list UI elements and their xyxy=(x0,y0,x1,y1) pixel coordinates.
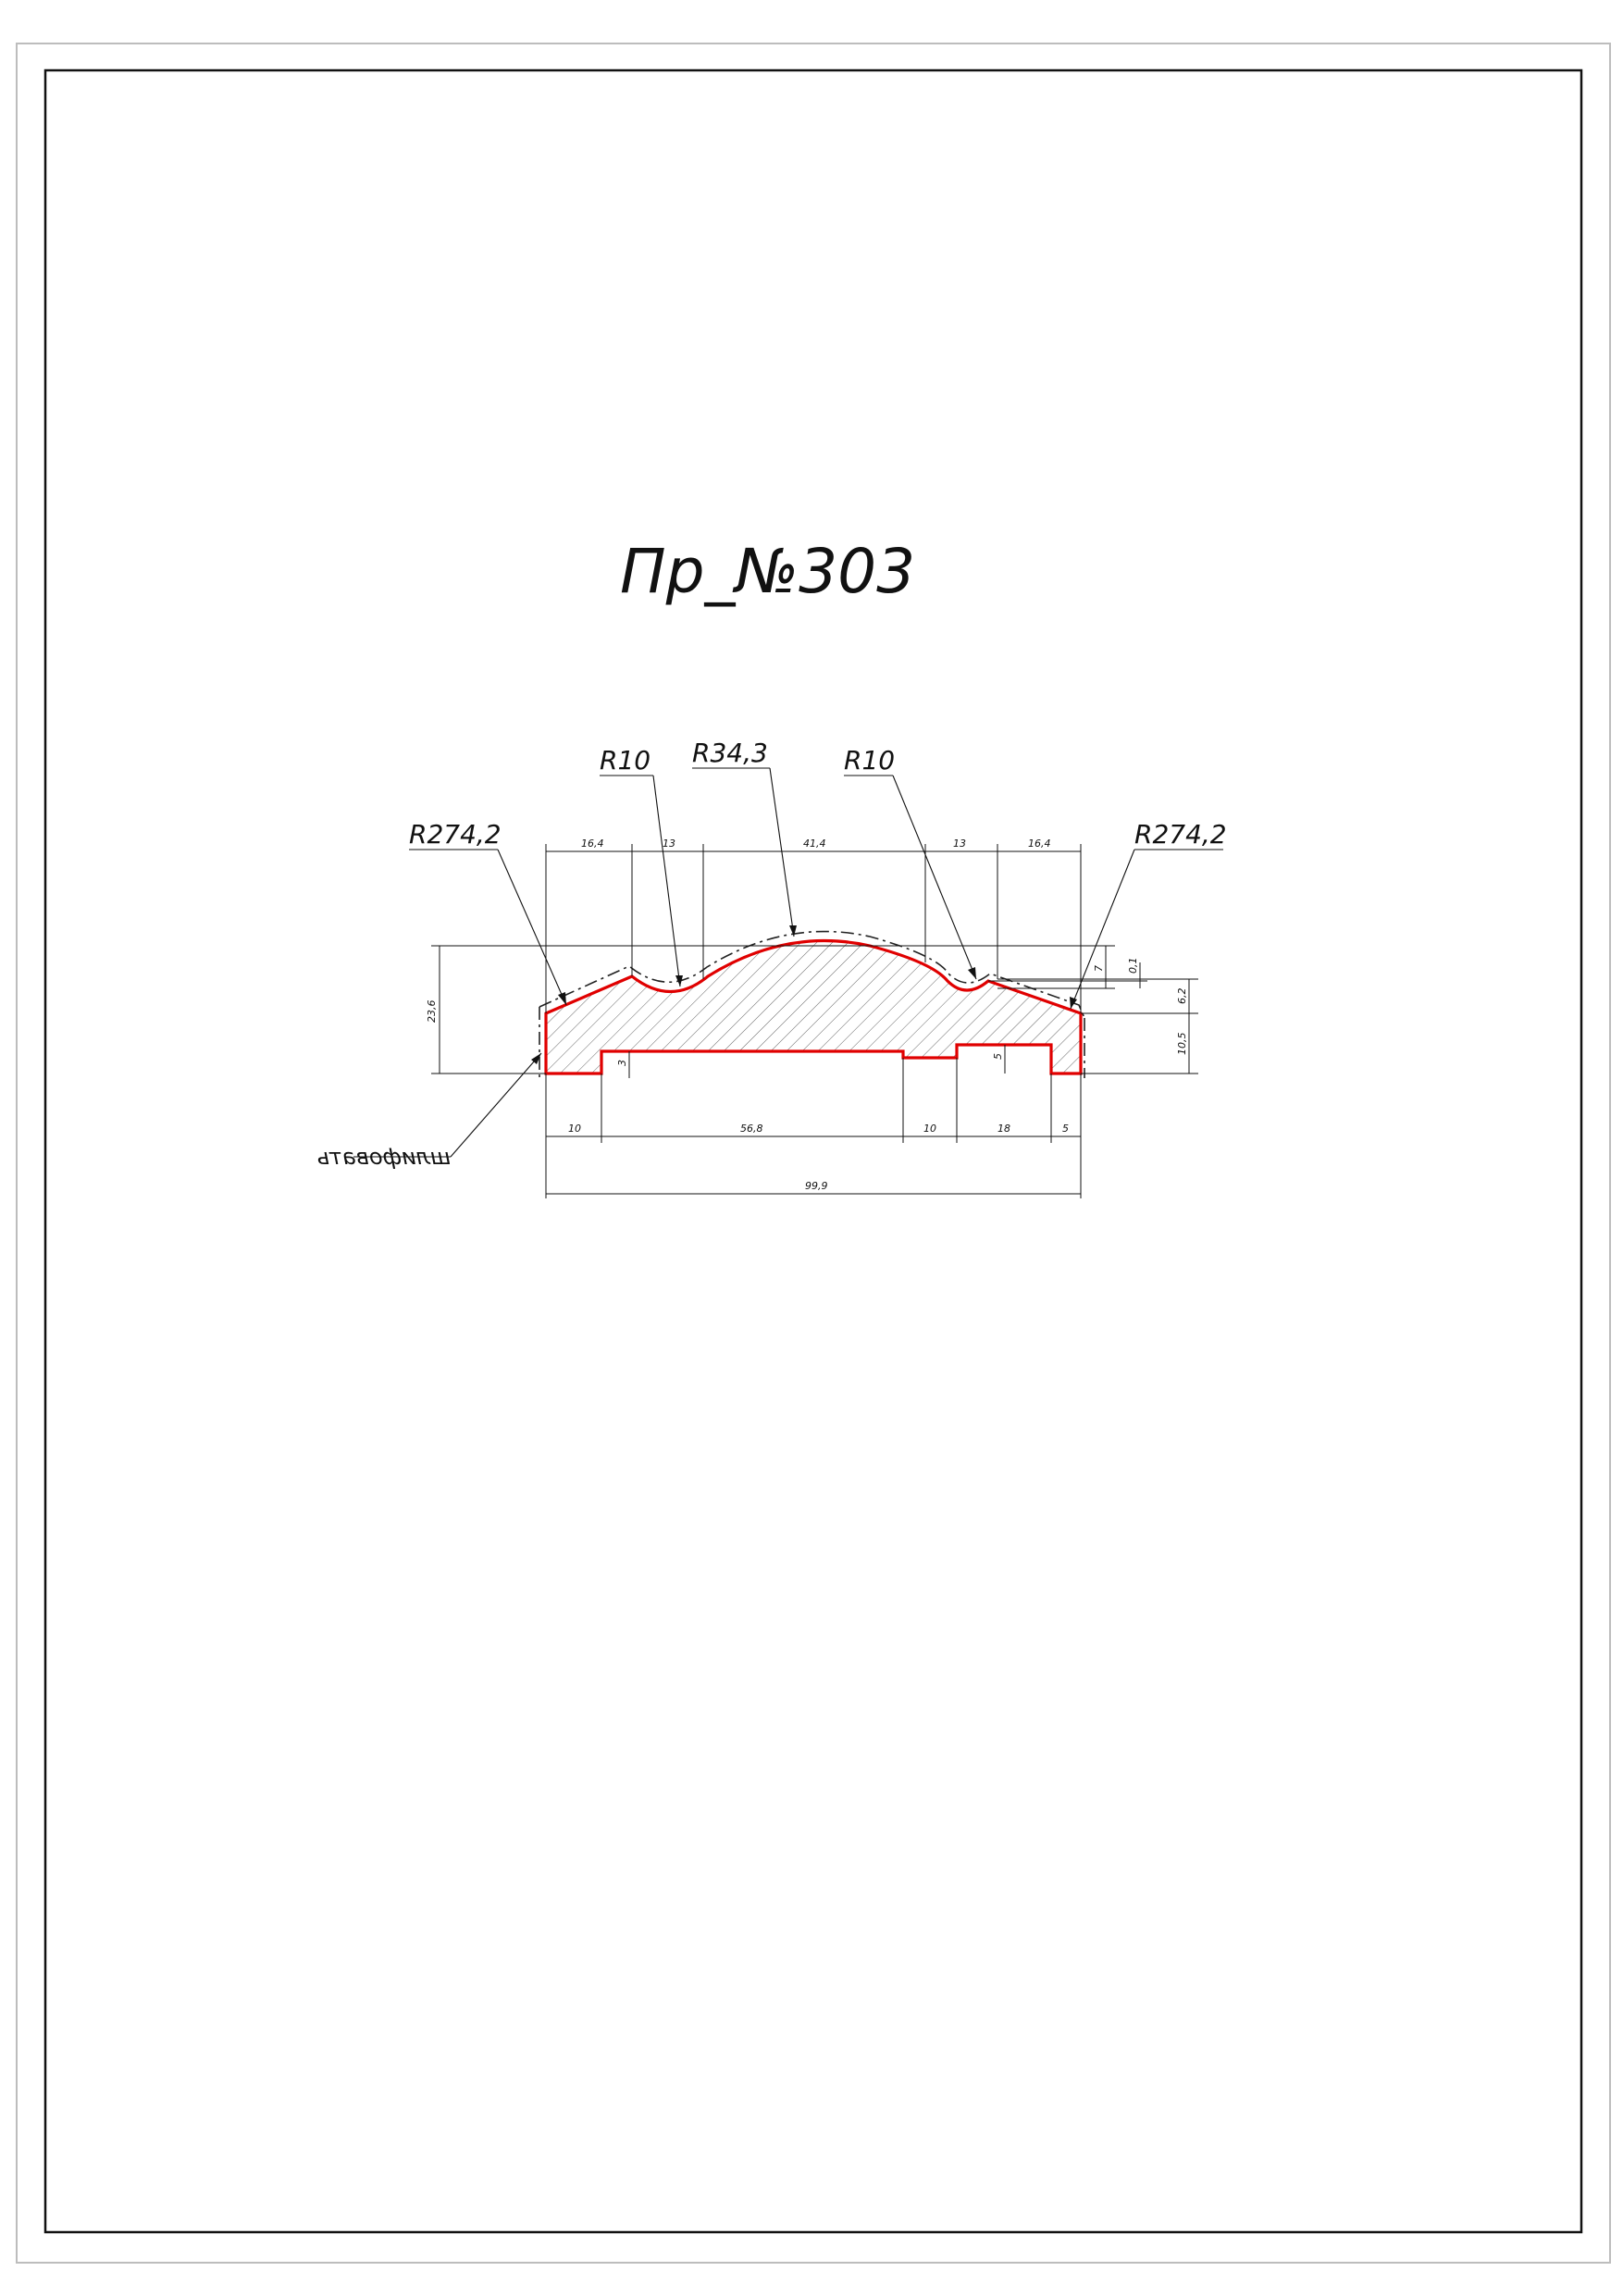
dim-top-5: 16,4 xyxy=(1028,838,1051,850)
radius-label-center: R34,3 xyxy=(692,738,768,768)
dim-top-4: 13 xyxy=(953,838,966,850)
dim-top-1: 16,4 xyxy=(581,838,604,850)
dim-right-edge-upper: 6,2 xyxy=(1176,988,1188,1005)
dim-bottom-4: 18 xyxy=(997,1123,1010,1135)
radius-label-right-outer: R274,2 xyxy=(1134,819,1227,850)
radius-label-right-groove: R10 xyxy=(844,745,895,776)
dim-top-2: 13 xyxy=(663,838,675,850)
machining-allowance-line xyxy=(539,930,1085,1019)
radius-label-left-outer: R274,2 xyxy=(409,819,502,850)
note-leader xyxy=(353,1052,542,1158)
dim-right-step: 7 xyxy=(1093,965,1105,972)
drawing-title: Пр_№303 xyxy=(620,536,915,607)
bottom-dimension-chain: 10 56,8 10 18 5 xyxy=(546,1123,1081,1137)
outer-frame xyxy=(16,43,1611,2264)
height-dimension: 23,6 xyxy=(426,946,440,1074)
radius-leaders xyxy=(409,767,1223,1010)
extension-lines xyxy=(431,844,1198,1198)
profile-section xyxy=(544,938,1083,1075)
top-dimension-chain: 16,4 13 41,4 13 16,4 xyxy=(546,838,1081,852)
dim-top-3: 41,4 xyxy=(803,838,826,850)
overall-width-dimension: 99,9 xyxy=(546,1180,1081,1195)
dim-bottom-1: 10 xyxy=(568,1123,581,1135)
dim-bottom-2: 56,8 xyxy=(740,1123,763,1135)
profile-drawing: 16,4 13 41,4 13 16,4 23,6 7 0,1 6,2 10,5… xyxy=(316,738,1227,1198)
inner-frame xyxy=(43,68,1583,2234)
dim-right-edge-lower: 10,5 xyxy=(1176,1033,1188,1056)
right-dimensions: 7 0,1 6,2 10,5 xyxy=(1093,946,1190,1074)
dim-bottom-3: 10 xyxy=(923,1123,936,1135)
dim-groove-depth-right: 5 xyxy=(992,1053,1004,1060)
dim-overall-width: 99,9 xyxy=(805,1180,828,1192)
dim-height: 23,6 xyxy=(426,1000,438,1024)
dim-bottom-5: 5 xyxy=(1062,1123,1069,1135)
dim-right-small: 0,1 xyxy=(1127,958,1139,974)
finish-note: шлифовать xyxy=(316,1144,451,1170)
dim-groove-depth-left: 3 xyxy=(616,1060,628,1066)
radius-label-left-groove: R10 xyxy=(600,745,650,776)
